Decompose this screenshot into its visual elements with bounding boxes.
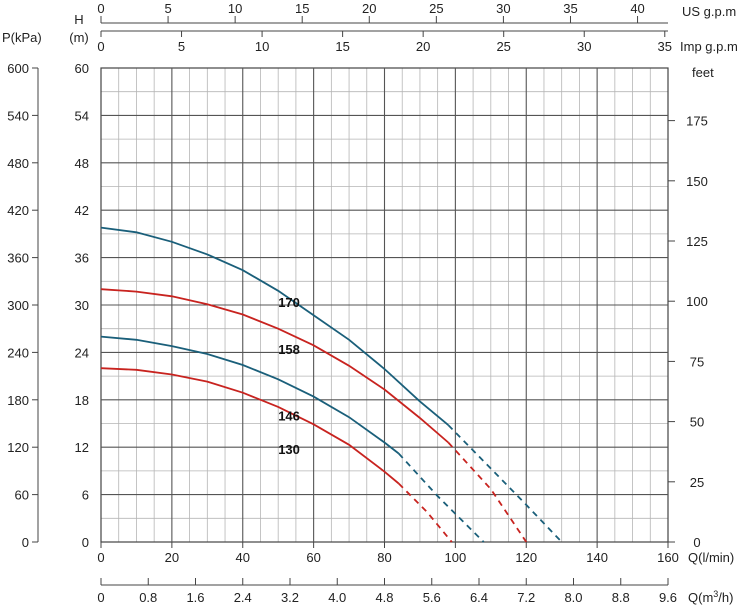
x-axis-label-imp: Imp g.p.m <box>680 39 738 54</box>
x-tick-label-q: 100 <box>445 550 467 565</box>
curve-130-dashed <box>398 482 453 543</box>
x-tick-label-m3h: 4.8 <box>375 590 393 605</box>
y-tick-label-h: 36 <box>75 251 89 266</box>
x-tick-label-q: 0 <box>97 550 104 565</box>
x-tick-label-us: 10 <box>228 1 242 16</box>
y-tick-label-p: 420 <box>7 203 29 218</box>
curve-146-solid <box>100 335 400 455</box>
x-tick-label-m3h: 8.8 <box>612 590 630 605</box>
x-tick-label-us: 0 <box>97 1 104 16</box>
y-tick-label-p: 540 <box>7 108 29 123</box>
x-tick-label-q: 140 <box>586 550 608 565</box>
x-tick-label-us: 15 <box>295 1 309 16</box>
x-tick-label-imp: 0 <box>97 39 104 54</box>
x-tick-label-q: 160 <box>657 550 679 565</box>
y-tick-label-p: 300 <box>7 298 29 313</box>
y-tick-label-h: 54 <box>75 108 89 123</box>
y-tick-label-feet: 0 <box>693 535 700 550</box>
pump-curves <box>100 226 563 543</box>
x-tick-label-imp: 10 <box>255 39 269 54</box>
y-tick-label-h: 6 <box>82 488 89 503</box>
y-tick-label-p: 480 <box>7 156 29 171</box>
y-tick-label-feet: 125 <box>686 234 708 249</box>
x-tick-label-us: 40 <box>630 1 644 16</box>
x-tick-label-imp: 25 <box>496 39 510 54</box>
y-tick-label-h: 18 <box>75 393 89 408</box>
y-tick-label-feet: 25 <box>690 475 704 490</box>
x-tick-label-m3h: 1.6 <box>186 590 204 605</box>
x-tick-label-us: 25 <box>429 1 443 16</box>
x-tick-label-m3h: 0 <box>97 590 104 605</box>
x-tick-label-m3h: 2.4 <box>234 590 252 605</box>
y-tick-label-h: 42 <box>75 203 89 218</box>
curve-170-dashed <box>447 424 563 543</box>
y-tick-label-h: 12 <box>75 440 89 455</box>
x-tick-label-imp: 35 <box>658 39 672 54</box>
x-tick-label-q: 40 <box>236 550 250 565</box>
y-tick-label-h: 24 <box>75 345 89 360</box>
x-tick-label-us: 5 <box>164 1 171 16</box>
x-axis-label-us: US g.p.m <box>682 4 736 19</box>
curve-158-dashed <box>447 441 528 543</box>
x-tick-label-m3h: 8.0 <box>564 590 582 605</box>
x-tick-label-m3h: 9.6 <box>659 590 677 605</box>
axes <box>32 16 675 586</box>
x-tick-label-us: 30 <box>496 1 510 16</box>
x-tick-label-m3h: 7.2 <box>517 590 535 605</box>
y-tick-label-p: 180 <box>7 393 29 408</box>
x-tick-label-m3h: 6.4 <box>470 590 488 605</box>
curve-label-130: 130 <box>278 442 300 457</box>
y-axis-unit-h: (m) <box>69 30 89 45</box>
y-tick-label-h: 60 <box>75 61 89 76</box>
curve-158-solid <box>100 288 449 444</box>
x-tick-label-m3h: 5.6 <box>423 590 441 605</box>
x-axis-label-m3h: Q(m3/h) <box>688 589 733 605</box>
y-tick-label-p: 600 <box>7 61 29 76</box>
x-tick-label-imp: 20 <box>416 39 430 54</box>
x-tick-label-q: 120 <box>515 550 537 565</box>
y-tick-label-h: 48 <box>75 156 89 171</box>
curve-label-146: 146 <box>278 409 300 424</box>
x-tick-label-imp: 15 <box>335 39 349 54</box>
y-tick-label-feet: 150 <box>686 174 708 189</box>
y-tick-label-p: 120 <box>7 440 29 455</box>
x-tick-label-q: 20 <box>165 550 179 565</box>
x-tick-label-imp: 30 <box>577 39 591 54</box>
y-tick-label-feet: 50 <box>690 415 704 430</box>
y-tick-label-feet: 75 <box>690 354 704 369</box>
x-tick-label-m3h: 3.2 <box>281 590 299 605</box>
x-tick-label-imp: 5 <box>178 39 185 54</box>
y-tick-label-feet: 175 <box>686 114 708 129</box>
curve-170-solid <box>100 226 449 426</box>
y-tick-label-p: 240 <box>7 345 29 360</box>
y-axis-label-h: H <box>74 12 83 27</box>
y-axis-label-feet: feet <box>692 65 714 80</box>
y-tick-label-p: 60 <box>15 488 29 503</box>
y-tick-label-h: 0 <box>82 535 89 550</box>
x-tick-label-us: 20 <box>362 1 376 16</box>
y-tick-label-p: 360 <box>7 251 29 266</box>
x-tick-label-q: 80 <box>377 550 391 565</box>
grid-major <box>100 67 669 543</box>
y-tick-label-p: 0 <box>22 535 29 550</box>
labels: 06121824303642485460H(m)0601201802403003… <box>2 1 738 605</box>
y-tick-label-feet: 100 <box>686 294 708 309</box>
y-axis-label-p: P(kPa) <box>2 30 42 45</box>
curve-label-170: 170 <box>278 295 300 310</box>
x-tick-label-us: 35 <box>563 1 577 16</box>
x-tick-label-q: 60 <box>306 550 320 565</box>
x-axis-label-q: Q(l/min) <box>688 550 734 565</box>
curve-label-158: 158 <box>278 342 300 357</box>
curve-130-solid <box>100 367 400 485</box>
x-tick-label-m3h: 0.8 <box>139 590 157 605</box>
curve-146-dashed <box>398 452 485 543</box>
x-tick-label-m3h: 4.0 <box>328 590 346 605</box>
y-tick-label-h: 30 <box>75 298 89 313</box>
